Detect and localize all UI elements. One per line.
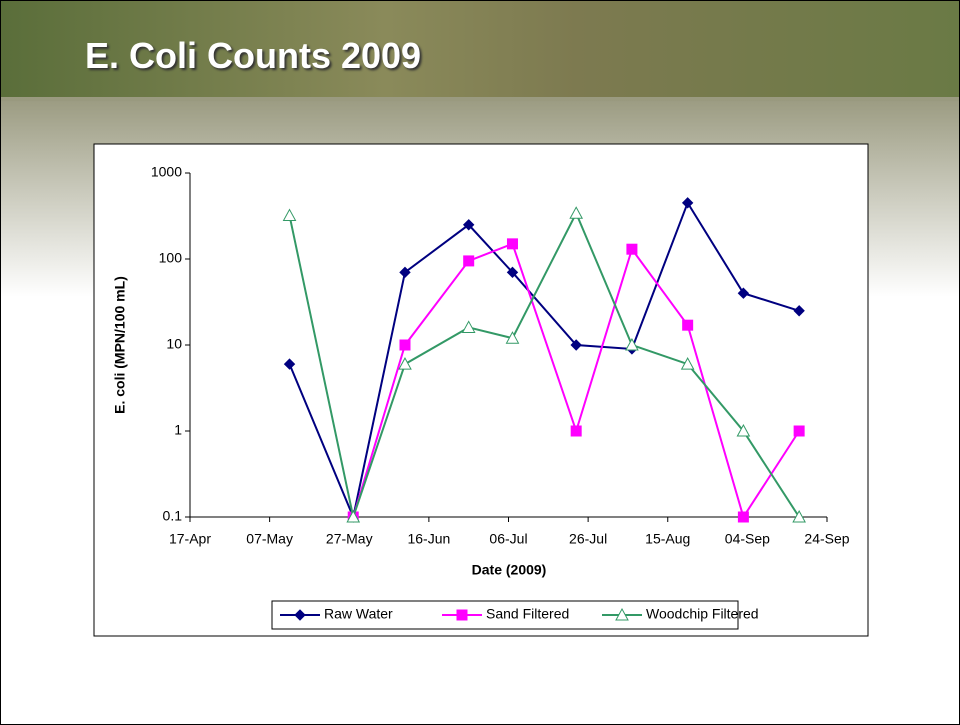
x-axis-title: Date (2009)	[472, 562, 547, 578]
marker	[505, 331, 520, 344]
marker	[615, 607, 629, 621]
series-line	[288, 200, 800, 521]
marker	[463, 255, 475, 267]
marker	[737, 511, 749, 523]
marker	[399, 266, 411, 279]
marker	[456, 609, 468, 621]
y-tick-label: 1	[174, 422, 182, 438]
slide-title: E. Coli Counts 2009	[85, 35, 422, 76]
marker	[682, 319, 694, 331]
y-axis-title: E. coli (MPN/100 mL)	[112, 276, 128, 414]
legend-label: Woodchip Filtered	[646, 606, 759, 622]
marker	[398, 357, 412, 370]
marker	[570, 339, 582, 351]
marker	[346, 509, 361, 523]
marker	[626, 243, 638, 255]
x-tick-label: 06-Jul	[489, 531, 527, 547]
marker	[569, 206, 584, 219]
marker	[680, 357, 695, 370]
y-tick-label: 10	[166, 336, 182, 352]
x-tick-label: 04-Sep	[725, 531, 770, 547]
marker	[294, 609, 306, 621]
marker	[793, 425, 805, 437]
chart-frame	[93, 143, 869, 637]
marker	[792, 509, 806, 523]
series-line	[288, 210, 800, 521]
marker	[462, 219, 475, 231]
marker	[506, 266, 519, 279]
y-tick-label: 0.1	[163, 508, 183, 524]
y-tick-label: 1000	[151, 164, 182, 180]
x-tick-label: 16-Jun	[407, 531, 450, 547]
y-tick-label: 100	[159, 250, 183, 266]
x-tick-label: 27-May	[326, 531, 373, 547]
marker	[506, 238, 518, 250]
legend-label: Sand Filtered	[486, 606, 569, 622]
marker	[737, 287, 750, 299]
banner	[1, 1, 959, 101]
marker	[625, 337, 639, 351]
marker	[681, 197, 694, 209]
x-tick-label: 17-Apr	[169, 531, 211, 547]
marker	[399, 339, 411, 351]
marker	[736, 423, 751, 437]
marker	[461, 320, 476, 333]
marker	[570, 425, 582, 437]
x-tick-label: 26-Jul	[569, 531, 607, 547]
marker	[283, 358, 296, 370]
x-tick-label: 24-Sep	[804, 531, 849, 547]
legend-box	[271, 600, 739, 630]
x-tick-label: 15-Aug	[645, 531, 690, 547]
marker	[793, 305, 805, 317]
x-tick-label: 07-May	[246, 531, 293, 547]
marker	[282, 208, 297, 222]
legend-label: Raw Water	[324, 606, 393, 622]
